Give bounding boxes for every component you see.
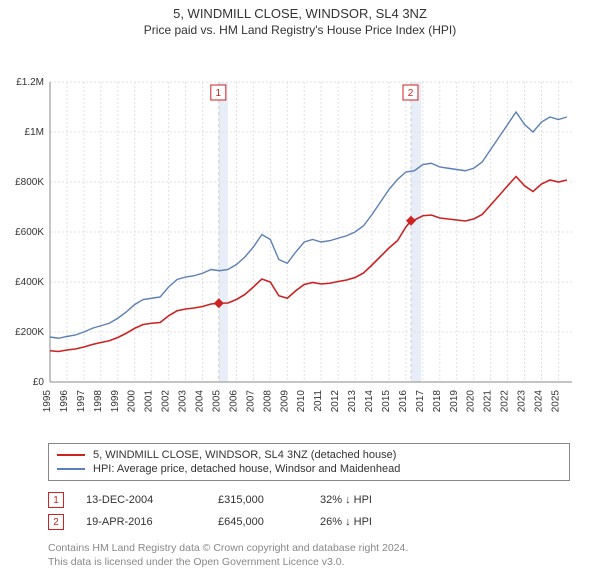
svg-text:2008: 2008 [262,390,273,413]
legend-row: 5, WINDMILL CLOSE, WINDSOR, SL4 3NZ (det… [57,448,561,462]
svg-text:£800K: £800K [15,177,44,188]
event-price: £645,000 [218,516,298,528]
svg-text:2012: 2012 [330,390,341,413]
svg-text:2024: 2024 [533,390,544,413]
svg-text:2014: 2014 [364,390,375,413]
event-marker-box: 2 [48,514,64,530]
svg-text:2015: 2015 [381,390,392,413]
svg-text:£400K: £400K [15,277,44,288]
legend-label: 5, WINDMILL CLOSE, WINDSOR, SL4 3NZ (det… [93,449,396,461]
legend: 5, WINDMILL CLOSE, WINDSOR, SL4 3NZ (det… [48,443,570,481]
legend-swatch [57,454,85,456]
svg-text:2009: 2009 [279,390,290,413]
svg-text:£1.2M: £1.2M [16,77,44,88]
events-table: 1 13-DEC-2004 £315,000 32% ↓ HPI 2 19-APR-201… [48,489,570,533]
svg-text:£600K: £600K [15,227,44,238]
svg-text:1997: 1997 [76,390,87,413]
svg-text:1995: 1995 [42,390,53,413]
svg-text:1998: 1998 [93,390,104,413]
svg-text:2000: 2000 [127,390,138,413]
svg-text:2011: 2011 [313,390,324,412]
footer-line: This data is licensed under the Open Gov… [48,555,570,569]
footer-line: Contains HM Land Registry data © Crown c… [48,541,570,555]
svg-text:2022: 2022 [500,390,511,413]
svg-text:2025: 2025 [550,390,561,413]
svg-text:2003: 2003 [178,390,189,413]
legend-label: HPI: Average price, detached house, Wind… [93,463,400,475]
legend-swatch [57,468,85,470]
svg-text:2006: 2006 [228,390,239,413]
footer-attribution: Contains HM Land Registry data © Crown c… [48,541,570,575]
svg-text:£0: £0 [33,377,45,388]
chart-title: 5, WINDMILL CLOSE, WINDSOR, SL4 3NZ [0,6,600,21]
svg-text:2001: 2001 [144,390,155,413]
svg-text:2010: 2010 [296,390,307,413]
svg-text:2005: 2005 [211,390,222,413]
svg-text:1999: 1999 [110,390,121,413]
svg-text:£1M: £1M [25,127,44,138]
svg-text:2004: 2004 [195,390,206,413]
svg-text:2016: 2016 [398,390,409,413]
svg-text:2002: 2002 [161,390,172,413]
event-hpi: 32% ↓ HPI [320,494,410,506]
event-price: £315,000 [218,494,298,506]
svg-text:2007: 2007 [245,390,256,413]
chart-area: £0 £200K £400K £600K £800K £1M £1.2M 1995 1996 19… [0,37,600,437]
svg-text:2013: 2013 [347,390,358,413]
svg-text:£200K: £200K [15,327,44,338]
svg-text:2: 2 [408,88,414,99]
chart-svg: £0 £200K £400K £600K £800K £1M £1.2M 1995 1996 19… [0,37,600,437]
svg-text:1: 1 [216,88,222,99]
svg-text:2020: 2020 [466,390,477,413]
svg-text:2017: 2017 [415,390,426,413]
chart-subtitle: Price paid vs. HM Land Registry's House … [0,21,600,37]
svg-text:2018: 2018 [432,390,443,413]
svg-text:1996: 1996 [59,390,70,413]
event-row: 2 19-APR-2016 £645,000 26% ↓ HPI [48,511,570,533]
event-marker-box: 1 [48,492,64,508]
svg-text:2021: 2021 [483,390,494,413]
svg-text:2019: 2019 [449,390,460,413]
event-hpi: 26% ↓ HPI [320,516,410,528]
svg-text:2023: 2023 [517,390,528,413]
event-date: 13-DEC-2004 [86,494,196,506]
event-date: 19-APR-2016 [86,516,196,528]
event-row: 1 13-DEC-2004 £315,000 32% ↓ HPI [48,489,570,511]
legend-row: HPI: Average price, detached house, Wind… [57,462,561,476]
